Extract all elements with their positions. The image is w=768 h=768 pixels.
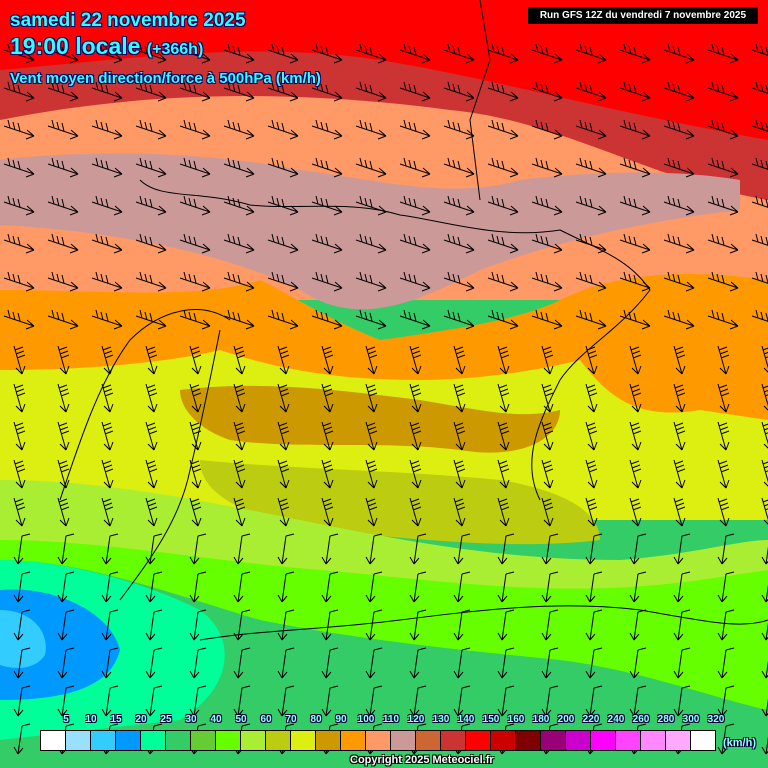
legend-label: 50 bbox=[235, 714, 247, 725]
legend-swatch bbox=[666, 731, 691, 750]
legend-label: 90 bbox=[335, 714, 347, 725]
legend-swatch bbox=[266, 731, 291, 750]
legend-label: 280 bbox=[657, 714, 675, 725]
lead-time: (+366h) bbox=[146, 41, 204, 58]
legend-swatch bbox=[466, 731, 491, 750]
legend-label: 320 bbox=[707, 714, 725, 725]
legend-label: 200 bbox=[557, 714, 575, 725]
legend-swatch bbox=[691, 731, 715, 750]
legend-label: 40 bbox=[210, 714, 222, 725]
legend-label: 160 bbox=[507, 714, 525, 725]
legend-swatch bbox=[516, 731, 541, 750]
legend-label: 150 bbox=[482, 714, 500, 725]
legend-swatch bbox=[366, 731, 391, 750]
country-borders bbox=[59, 0, 768, 641]
legend-swatch bbox=[141, 731, 166, 750]
legend-label: 20 bbox=[135, 714, 147, 725]
local-time: 19:00 locale bbox=[10, 33, 141, 59]
legend-swatch bbox=[116, 731, 141, 750]
legend-label: 100 bbox=[357, 714, 375, 725]
legend-label: 130 bbox=[432, 714, 450, 725]
forecast-date: samedi 22 novembre 2025 bbox=[10, 10, 246, 31]
legend-label: 10 bbox=[85, 714, 97, 725]
legend-label: 120 bbox=[407, 714, 425, 725]
color-legend bbox=[40, 730, 716, 751]
legend-swatch bbox=[316, 731, 341, 750]
legend-swatch bbox=[341, 731, 366, 750]
legend-swatch bbox=[166, 731, 191, 750]
wind-barbs bbox=[0, 40, 768, 760]
legend-swatch bbox=[441, 731, 466, 750]
legend-swatch bbox=[91, 731, 116, 750]
legend-swatch bbox=[591, 731, 616, 750]
model-run-label: Run GFS 12Z du vendredi 7 novembre 2025 bbox=[527, 7, 758, 24]
legend-label: 80 bbox=[310, 714, 322, 725]
legend-label: 70 bbox=[285, 714, 297, 725]
legend-swatch bbox=[216, 731, 241, 750]
legend-swatch bbox=[416, 731, 441, 750]
legend-swatch bbox=[66, 731, 91, 750]
legend-label: 60 bbox=[260, 714, 272, 725]
parameter-title: Vent moyen direction/force à 500hPa (km/… bbox=[10, 70, 321, 87]
legend-swatch bbox=[241, 731, 266, 750]
legend-label: 220 bbox=[582, 714, 600, 725]
copyright: Copyright 2025 Meteociel.fr bbox=[350, 754, 494, 766]
legend-swatch bbox=[566, 731, 591, 750]
legend-swatch bbox=[291, 731, 316, 750]
legend-label: 110 bbox=[382, 714, 400, 725]
legend-unit: (km/h) bbox=[723, 737, 756, 749]
legend-swatch bbox=[541, 731, 566, 750]
legend-label: 15 bbox=[110, 714, 122, 725]
legend-label: 260 bbox=[632, 714, 650, 725]
legend-swatch bbox=[191, 731, 216, 750]
legend-label: 5 bbox=[63, 714, 69, 725]
legend-swatch bbox=[41, 731, 66, 750]
legend-label: 300 bbox=[682, 714, 700, 725]
legend-swatch bbox=[616, 731, 641, 750]
legend-swatch bbox=[391, 731, 416, 750]
legend-label: 25 bbox=[160, 714, 172, 725]
legend-label: 180 bbox=[532, 714, 550, 725]
legend-swatch bbox=[641, 731, 666, 750]
forecast-time: 19:00 locale (+366h) bbox=[10, 33, 203, 60]
legend-label: 140 bbox=[457, 714, 475, 725]
legend-label: 30 bbox=[185, 714, 197, 725]
legend-label: 240 bbox=[607, 714, 625, 725]
legend-swatch bbox=[491, 731, 516, 750]
